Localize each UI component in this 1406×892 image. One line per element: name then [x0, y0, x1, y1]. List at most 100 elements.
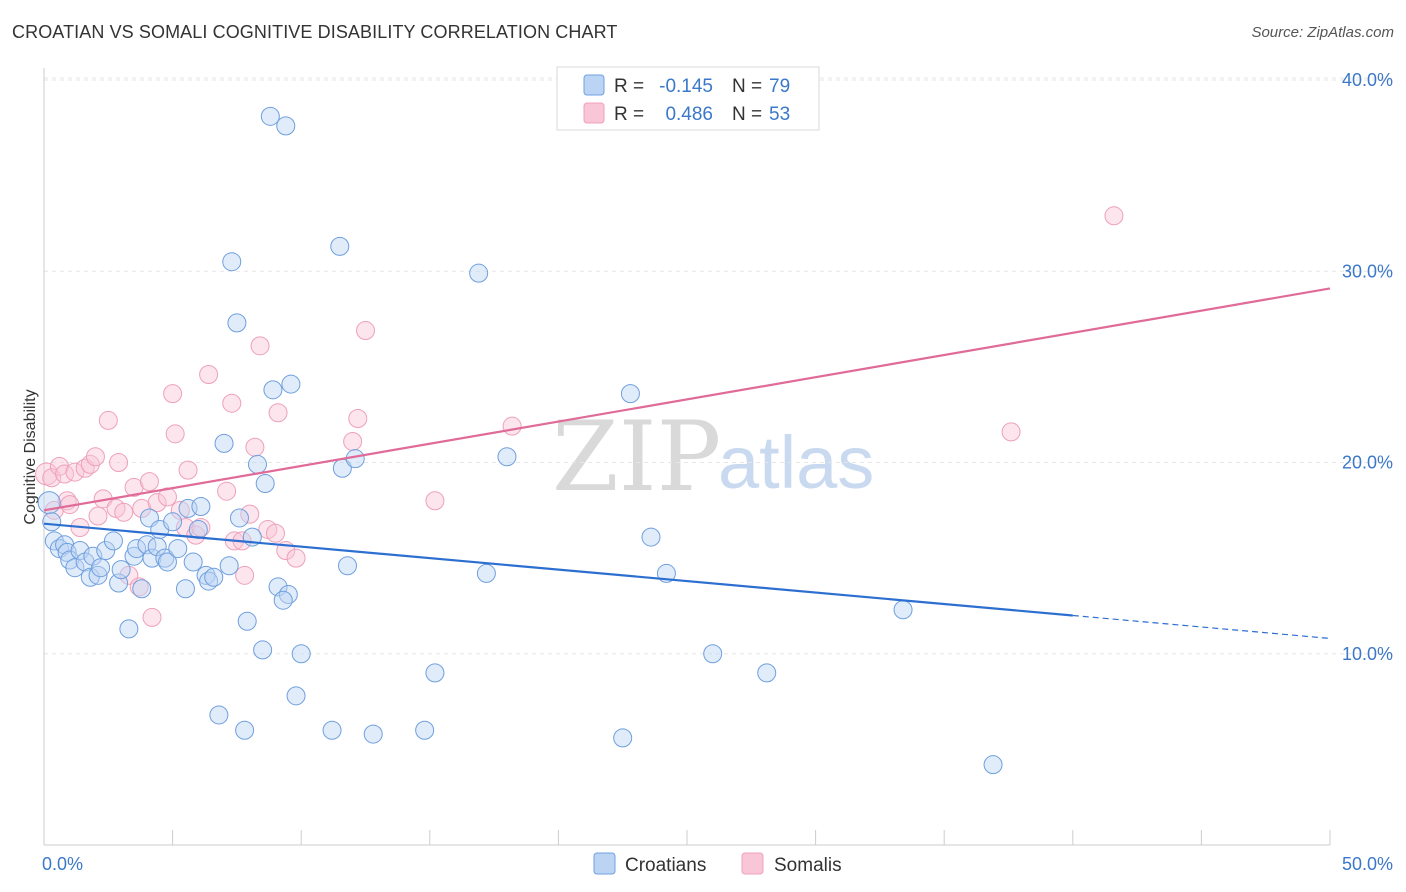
croatian-point [88, 565, 108, 585]
x-tick-label-max: 50.0% [1342, 854, 1393, 874]
y-tick-labels: 10.0% 20.0% 30.0% 40.0% [1342, 70, 1393, 664]
somalis-points [35, 206, 1124, 627]
croatian-point [893, 600, 913, 620]
croatian-point [497, 447, 517, 467]
croatian-point [641, 527, 661, 547]
croatian-point [229, 508, 249, 528]
watermark-zip: ZIP [552, 401, 721, 513]
somali-point [65, 462, 85, 482]
croatians-n-value: 79 [769, 76, 790, 97]
croatian-point [278, 584, 298, 604]
series-legend: Croatians Somalis [593, 852, 842, 876]
somali-point [268, 403, 288, 423]
somali-point [356, 321, 375, 341]
croatians-r-value: -0.145 [659, 76, 713, 97]
croatians-legend-swatch [583, 74, 605, 96]
croatian-point [91, 558, 111, 578]
croatians-r-label: R = [614, 76, 644, 97]
croatians-trend-extension [1072, 614, 1331, 640]
croatian-point [70, 540, 90, 560]
somalis-trend-line [43, 287, 1331, 512]
somalis-r-label: R = [614, 104, 644, 125]
somali-point [265, 523, 285, 543]
somali-point [42, 468, 62, 488]
x-ticks [43, 830, 1331, 845]
croatian-point [235, 720, 255, 740]
croatians-points [37, 106, 1003, 775]
croatian-point [253, 640, 273, 660]
croatian-point [175, 579, 195, 599]
somalis-r-value: 0.486 [665, 104, 713, 125]
somali-point [235, 565, 255, 585]
croatian-point [163, 512, 183, 532]
x-tick-label-min: 0.0% [42, 854, 83, 874]
croatian-point [276, 116, 296, 136]
croatian-point [757, 663, 777, 683]
stats-legend: R = -0.145 N = 79 R = 0.486 N = 53 [556, 66, 820, 131]
croatian-point [322, 720, 342, 740]
y-tick-label: 10.0% [1342, 644, 1393, 664]
somali-point [178, 460, 198, 480]
croatian-point [80, 567, 100, 587]
somali-point [245, 437, 265, 457]
croatian-point [273, 590, 293, 610]
somali-point [109, 453, 129, 472]
croatian-point [157, 552, 177, 572]
y-tick-label: 20.0% [1342, 453, 1393, 473]
croatian-point [255, 474, 275, 494]
croatian-point [247, 454, 267, 474]
somali-point [1001, 422, 1021, 442]
croatian-point [613, 728, 633, 748]
source-credit: Source: ZipAtlas.com [1251, 24, 1394, 41]
y-axis-title: Cognitive Disability [22, 389, 39, 524]
croatian-point [227, 313, 247, 333]
somalis-series-label: Somalis [774, 855, 842, 876]
somalis-n-value: 53 [769, 104, 790, 125]
somali-point [425, 491, 445, 511]
y-tick-label: 30.0% [1342, 261, 1393, 281]
croatian-point [83, 546, 103, 566]
croatian-point [111, 560, 131, 580]
croatian-point [65, 558, 85, 578]
croatian-point [127, 539, 147, 559]
croatians-n-label: N = [732, 76, 762, 97]
croatian-point [983, 755, 1003, 775]
somali-point [199, 365, 219, 385]
croatian-point [103, 531, 123, 551]
croatian-point [425, 663, 445, 683]
croatian-point [330, 236, 350, 256]
croatian-point [42, 512, 62, 532]
somali-point [163, 384, 183, 404]
somali-point [139, 472, 159, 492]
somali-point [129, 577, 149, 597]
croatian-point [476, 563, 496, 583]
somali-point [343, 431, 363, 451]
somali-point [217, 481, 237, 501]
croatian-point [191, 496, 211, 516]
croatian-point [96, 540, 116, 560]
croatian-point [286, 686, 306, 706]
somali-point [1104, 206, 1124, 226]
croatians-series-swatch [593, 852, 616, 875]
croatian-point [415, 720, 435, 740]
croatian-point [219, 556, 239, 576]
croatian-point [132, 579, 152, 599]
trend-lines [43, 287, 1331, 640]
somali-point [222, 393, 242, 413]
somali-point [98, 410, 118, 430]
croatian-point [337, 556, 357, 576]
somali-point [286, 548, 306, 568]
croatian-point [363, 724, 383, 744]
somali-point [165, 424, 185, 444]
somalis-legend-swatch [583, 102, 605, 124]
croatian-point [620, 384, 640, 404]
croatian-point [281, 374, 301, 394]
somali-point [502, 416, 522, 436]
somali-point [85, 447, 105, 467]
croatian-point [183, 552, 203, 572]
croatians-series-label: Croatians [625, 855, 706, 876]
somalis-series-swatch [741, 852, 764, 875]
somali-point [142, 607, 162, 627]
croatian-point [263, 380, 283, 400]
